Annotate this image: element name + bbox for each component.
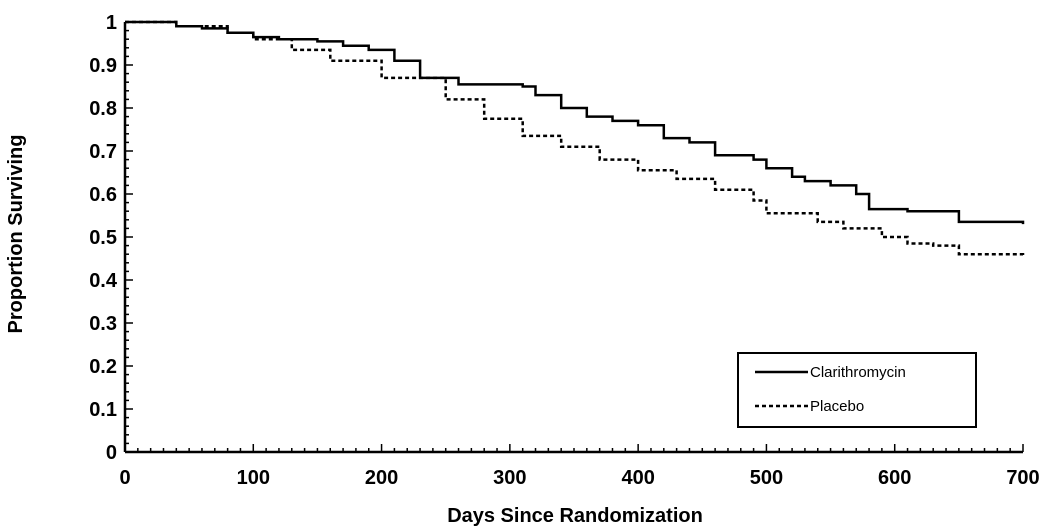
legend: Clarithromycin Placebo [737, 352, 977, 428]
y-tick-label: 0.9 [89, 55, 117, 77]
legend-box [737, 352, 977, 428]
y-tick-label: 0.5 [89, 227, 117, 249]
series-line-placebo [125, 20, 1025, 257]
y-tick-label: 0.3 [89, 313, 117, 335]
legend-label-clarithromycin: Clarithromycin [810, 364, 906, 381]
y-tick-label: 0.7 [89, 141, 117, 163]
x-tick-label: 0 [119, 467, 130, 489]
x-tick-label: 400 [621, 467, 654, 489]
legend-label-placebo: Placebo [810, 398, 864, 415]
x-tick-label: 600 [878, 467, 911, 489]
x-tick-label: 300 [493, 467, 526, 489]
x-tick-label: 700 [1006, 467, 1039, 489]
y-tick-label: 0.6 [89, 184, 117, 206]
series-line-clarithromycin [125, 20, 1025, 225]
x-tick-label: 500 [750, 467, 783, 489]
y-axis-title: Proportion Surviving [5, 135, 27, 334]
y-tick-label: 0 [106, 442, 117, 464]
series-layer [125, 20, 1025, 257]
x-tick-label: 200 [365, 467, 398, 489]
y-tick-label: 0.2 [89, 356, 117, 378]
y-tick-label: 0.4 [89, 270, 118, 292]
y-tick-label: 1 [106, 12, 117, 34]
x-tick-label: 100 [237, 467, 270, 489]
y-tick-label: 0.1 [89, 399, 117, 421]
axis-tick-labels: 0 100 200 300 400 500 600 700 0 0.1 0.2 0.3 0.4 0.5 0.… [89, 12, 1040, 489]
y-tick-label: 0.8 [89, 98, 117, 120]
x-axis-title: Days Since Randomization [447, 505, 703, 527]
